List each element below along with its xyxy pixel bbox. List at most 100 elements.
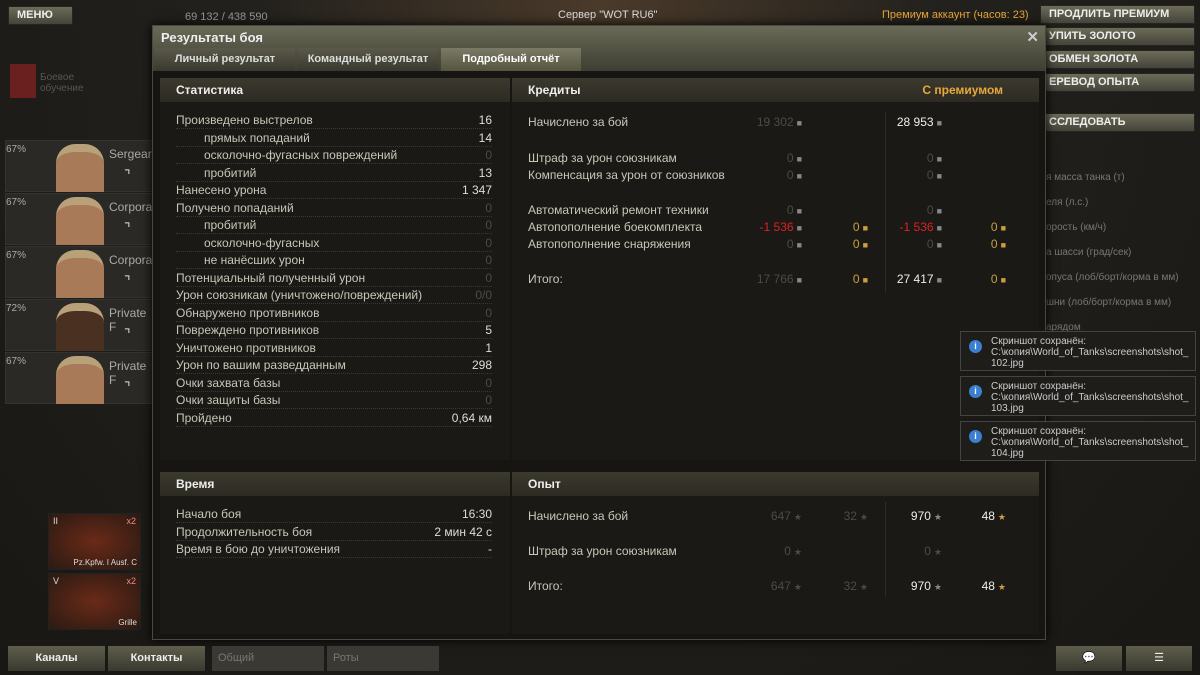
crew-member[interactable]: 67% Corporal ⌝ <box>5 193 154 245</box>
credit-label: Начислено за бой <box>528 115 629 129</box>
crew-rank: Private F <box>109 306 147 334</box>
crew-member[interactable]: 67% Sergeant ⌝ <box>5 140 154 192</box>
tab-0[interactable]: Личный результат <box>155 48 295 71</box>
stat-label: Уничтожено противников <box>176 340 316 355</box>
premium-free-xp: 48 ★ <box>982 508 1006 526</box>
crew-member[interactable]: 67% Private F ⌝ <box>5 352 153 404</box>
crew-rank: Corporal <box>109 200 154 214</box>
stat-row: Очки защиты базы 0 <box>176 392 492 409</box>
right-menu-button[interactable]: ОБМЕН ЗОЛОТА <box>1040 50 1195 69</box>
stat-label: осколочно-фугасных <box>204 235 320 250</box>
tank-spec-label: я масса танка (т) <box>1046 172 1125 183</box>
crew-portrait <box>56 197 104 245</box>
base-free-xp: 32 ★ <box>844 578 868 596</box>
stat-row: Уничтожено противников 1 <box>176 340 492 357</box>
right-menu-button[interactable]: ПРОДЛИТЬ ПРЕМИУМ <box>1040 5 1195 24</box>
info-icon: i <box>969 340 982 353</box>
premium-gold-text: 0 <box>990 272 998 286</box>
crew-member[interactable]: 67% Corporal ⌝ <box>5 246 154 298</box>
base-credits-text: 0 <box>786 168 794 182</box>
tank-tier: V <box>53 576 60 586</box>
crew-rank: Private F <box>109 359 147 387</box>
right-menu-button[interactable]: ССЛЕДОВАТЬ <box>1040 113 1195 132</box>
credit-label: Компенсация за урон от союзников <box>528 168 725 182</box>
stat-value: 0 <box>485 235 492 250</box>
crew-skill-percent: 67% <box>6 250 27 261</box>
crew-rank: Corporal <box>109 253 154 267</box>
stat-label: Потенциальный полученный урон <box>176 270 366 285</box>
channel-tab-common[interactable]: Общий <box>212 646 324 671</box>
xp-star-icon: ★ <box>793 512 802 522</box>
stat-row: Пройдено 0,64 км <box>176 410 492 427</box>
exp-header: Опыт <box>512 472 1039 496</box>
premium-credits-text: 0 <box>926 237 934 251</box>
exp-label: Итого: <box>528 579 563 593</box>
base-gold: 0 ■ <box>853 219 868 237</box>
xp-star-icon: ★ <box>933 582 942 592</box>
base-credits: 0 ■ <box>787 150 802 168</box>
training-icon[interactable] <box>10 64 36 98</box>
stat-label: осколочно-фугасных повреждений <box>204 148 398 162</box>
screenshot-notification[interactable]: i Скриншот сохранён: C:\копия\World_of_Tan… <box>960 376 1196 416</box>
column-divider <box>885 112 886 292</box>
channels-button[interactable]: Каналы <box>8 646 105 671</box>
info-icon: i <box>969 430 982 443</box>
exp-label: Начислено за бой <box>528 509 629 523</box>
crew-member[interactable]: 72% Private F ⌝ <box>5 299 153 351</box>
stat-label: не нанёсших урон <box>204 253 305 267</box>
tank-spec-label: опуса (лоб/борт/корма в мм) <box>1046 272 1179 283</box>
rank-insignia-icon: ⌝ <box>124 273 131 289</box>
stat-row: Нанесено урона 1 347 <box>176 182 492 199</box>
premium-gold: 0 ■ <box>991 236 1006 254</box>
contacts-button[interactable]: Контакты <box>108 646 205 671</box>
tank-carousel-item[interactable]: II x2 Pz.Kpfw. I Ausf. C <box>48 513 141 570</box>
time-row: Время в бою до уничтожения - <box>176 541 492 558</box>
premium-gold-text: 0 <box>990 220 998 234</box>
base-credits: -1 536 ■ <box>760 219 802 237</box>
stat-label: Произведено выстрелов <box>176 113 313 127</box>
right-menu-button[interactable]: УПИТЬ ЗОЛОТО <box>1040 27 1195 46</box>
training-link[interactable]: Боевое обучение <box>40 72 84 94</box>
channel-tab-companies[interactable]: Роты <box>327 646 439 671</box>
time-row: Продолжительность боя 2 мин 42 с <box>176 524 492 541</box>
screenshot-notification[interactable]: i Скриншот сохранён: C:\копия\World_of_Tan… <box>960 421 1196 461</box>
tab-1[interactable]: Командный результат <box>298 48 438 71</box>
stat-row: не нанёсших урон 0 <box>176 252 492 269</box>
credits-icon: ■ <box>936 154 942 164</box>
gold-icon: ■ <box>1000 275 1006 285</box>
credit-label: Автопополнение снаряжения <box>528 237 691 251</box>
right-menu-button[interactable]: ЕРЕВОД ОПЫТА <box>1040 73 1195 92</box>
stat-label: пробитий <box>204 218 257 232</box>
credits-icon: ■ <box>796 206 802 216</box>
xp-counter: 69 132 / 438 590 <box>185 11 268 23</box>
base-credits: 0 ■ <box>787 202 802 220</box>
credit-row: Автопополнение боекомплекта -1 536 ■ 0 ■ -1 5… <box>528 219 1028 236</box>
stat-value: 14 <box>478 130 492 145</box>
premium-gold: 0 ■ <box>991 271 1006 289</box>
premium-xp: 970 ★ <box>911 578 942 596</box>
exp-row: Начислено за бой 647 ★ 32 ★ 970 ★ 48 ★ <box>528 508 1028 525</box>
premium-xp-text: 970 <box>910 509 931 523</box>
tab-2[interactable]: Подробный отчёт <box>441 48 581 71</box>
stat-value: 0 <box>485 200 492 215</box>
base-credits-text: 17 766 <box>756 272 794 286</box>
premium-credits-text: 28 953 <box>896 115 934 129</box>
xp-bonus-badge: x2 <box>126 576 136 586</box>
crew-skill-percent: 72% <box>6 303 27 314</box>
credit-label: Итого: <box>528 272 563 286</box>
rank-insignia-icon: ⌝ <box>124 379 131 395</box>
server-name: Сервер "WOT RU6" <box>558 9 658 21</box>
base-gold-text: 0 <box>852 220 860 234</box>
list-icon[interactable]: ☰ <box>1126 646 1192 671</box>
free-xp-icon: ★ <box>997 512 1006 522</box>
chat-icon[interactable]: 💬 <box>1056 646 1122 671</box>
close-icon[interactable]: ✕ <box>1026 29 1039 46</box>
stat-row: Очки захвата базы 0 <box>176 375 492 392</box>
notification-path: C:\копия\World_of_Tanks\screenshots\shot… <box>991 347 1189 369</box>
menu-button[interactable]: МЕНЮ <box>8 6 73 25</box>
time-panel: Время Начало боя 16:30 Продолжительность бо… <box>160 472 510 634</box>
premium-free-xp: 48 ★ <box>982 578 1006 596</box>
premium-credits: 0 ■ <box>927 202 942 220</box>
screenshot-notification[interactable]: i Скриншот сохранён: C:\копия\World_of_Tan… <box>960 331 1196 371</box>
